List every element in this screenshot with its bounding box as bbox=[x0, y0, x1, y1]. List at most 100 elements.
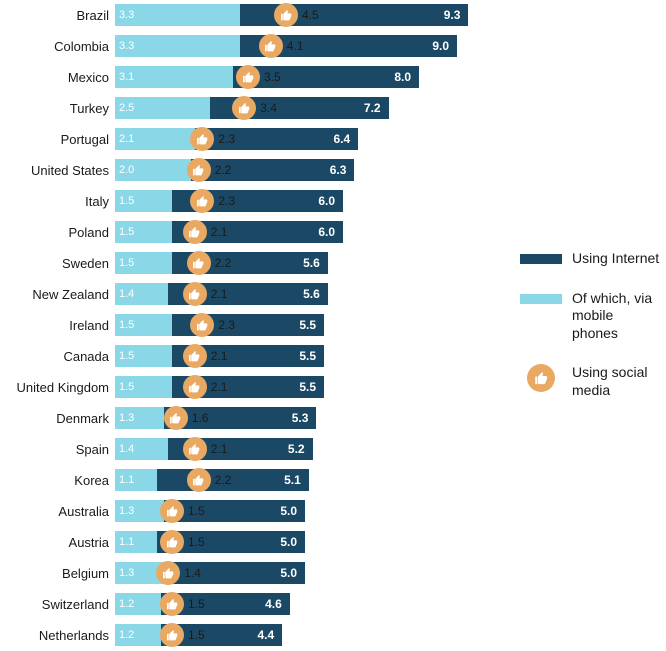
chart-row: United Kingdom5.51.52.1 bbox=[0, 372, 500, 402]
legend-swatch-internet bbox=[520, 254, 562, 264]
country-label: Canada bbox=[0, 349, 115, 364]
thumbs-up-icon bbox=[160, 499, 184, 523]
chart-row: Canada5.51.52.1 bbox=[0, 341, 500, 371]
bar-group: 6.0 1.5 2.3 bbox=[115, 190, 500, 212]
thumbs-up-icon bbox=[187, 158, 211, 182]
bar-group: 5.51.52.3 bbox=[115, 314, 500, 336]
bar-mobile: 1.1 bbox=[115, 531, 157, 553]
thumbs-up-icon bbox=[183, 344, 207, 368]
bar-mobile: 1.5 bbox=[115, 252, 172, 274]
value-social: 1.5 bbox=[188, 500, 205, 522]
value-internet: 4.6 bbox=[265, 593, 282, 615]
bar-group: 9.0 3.3 4.1 bbox=[115, 35, 500, 57]
bar-mobile: 1.2 bbox=[115, 624, 161, 646]
value-internet: 5.6 bbox=[303, 283, 320, 305]
thumbs-up-icon bbox=[187, 468, 211, 492]
value-social: 2.3 bbox=[218, 190, 235, 212]
country-label: Australia bbox=[0, 504, 115, 519]
bar-group: 5.0 1.1 1.5 bbox=[115, 531, 500, 553]
hours-online-bar-chart: Brazil9.33.34.5Colombia9.03.34.1Mexico8.… bbox=[0, 0, 500, 651]
country-label: Turkey bbox=[0, 101, 115, 116]
chart-row: Sweden5.61.52.2 bbox=[0, 248, 500, 278]
bar-group: 5.21.42.1 bbox=[115, 438, 500, 460]
value-social: 1.5 bbox=[188, 531, 205, 553]
bar-group: 5.61.52.2 bbox=[115, 252, 500, 274]
value-mobile: 1.5 bbox=[119, 252, 134, 274]
chart-row: Spain5.21.42.1 bbox=[0, 434, 500, 464]
country-label: Sweden bbox=[0, 256, 115, 271]
value-mobile: 1.3 bbox=[119, 500, 134, 522]
value-internet: 5.2 bbox=[288, 438, 305, 460]
country-label: New Zealand bbox=[0, 287, 115, 302]
value-mobile: 2.1 bbox=[119, 128, 134, 150]
chart-row: Australia 5.0 1.3 1.5 bbox=[0, 496, 500, 526]
chart-row: Ireland5.51.52.3 bbox=[0, 310, 500, 340]
bar-group: 5.5 1.5 2.1 bbox=[115, 376, 500, 398]
value-internet: 8.0 bbox=[394, 66, 411, 88]
country-label: Italy bbox=[0, 194, 115, 209]
chart-row: Colombia9.03.34.1 bbox=[0, 31, 500, 61]
value-social: 4.1 bbox=[287, 35, 304, 57]
value-social: 2.1 bbox=[211, 221, 228, 243]
chart-row: United States6.32.02.2 bbox=[0, 155, 500, 185]
bar-mobile: 2.1 bbox=[115, 128, 195, 150]
value-social: 1.6 bbox=[192, 407, 209, 429]
thumbs-up-icon bbox=[183, 282, 207, 306]
bar-mobile: 1.1 bbox=[115, 469, 157, 491]
chart-row: Switzerland4.61.21.5 bbox=[0, 589, 500, 619]
bar-group: 5.61.42.1 bbox=[115, 283, 500, 305]
value-mobile: 2.5 bbox=[119, 97, 134, 119]
thumbs-up-icon bbox=[236, 65, 260, 89]
bar-mobile: 3.1 bbox=[115, 66, 233, 88]
country-label: Ireland bbox=[0, 318, 115, 333]
bar-mobile: 1.4 bbox=[115, 283, 168, 305]
bar-mobile: 3.3 bbox=[115, 35, 240, 57]
country-label: Portugal bbox=[0, 132, 115, 147]
country-label: United States bbox=[0, 163, 115, 178]
bar-group: 5.3 1.3 1.6 bbox=[115, 407, 500, 429]
bar-mobile: 1.5 bbox=[115, 190, 172, 212]
value-internet: 9.3 bbox=[444, 4, 461, 26]
country-label: Netherlands bbox=[0, 628, 115, 643]
value-internet: 6.4 bbox=[334, 128, 351, 150]
bar-mobile: 1.5 bbox=[115, 376, 172, 398]
value-mobile: 1.4 bbox=[119, 283, 134, 305]
value-internet: 4.4 bbox=[258, 624, 275, 646]
value-social: 2.1 bbox=[211, 376, 228, 398]
value-internet: 5.5 bbox=[299, 314, 316, 336]
value-mobile: 1.5 bbox=[119, 376, 134, 398]
chart-row: Belgium5.01.31.4 bbox=[0, 558, 500, 588]
thumbs-up-icon bbox=[164, 406, 188, 430]
value-mobile: 1.3 bbox=[119, 407, 134, 429]
bar-mobile: 1.3 bbox=[115, 407, 164, 429]
bar-mobile: 2.0 bbox=[115, 159, 191, 181]
country-label: Mexico bbox=[0, 70, 115, 85]
chart-row: Brazil9.33.34.5 bbox=[0, 0, 500, 30]
legend-internet: Using Internet bbox=[520, 250, 660, 268]
value-internet: 5.3 bbox=[292, 407, 309, 429]
thumbs-up-icon bbox=[190, 189, 214, 213]
value-internet: 9.0 bbox=[432, 35, 449, 57]
value-mobile: 1.5 bbox=[119, 190, 134, 212]
legend-label-mobile: Of which, via mobile phones bbox=[572, 290, 660, 343]
thumbs-up-icon bbox=[190, 313, 214, 337]
value-internet: 5.5 bbox=[299, 345, 316, 367]
legend: Using Internet Of which, via mobile phon… bbox=[520, 250, 660, 421]
thumbs-up-icon bbox=[160, 530, 184, 554]
value-internet: 5.5 bbox=[299, 376, 316, 398]
thumbs-up-icon bbox=[527, 364, 555, 392]
thumbs-up-icon bbox=[259, 34, 283, 58]
value-internet: 5.0 bbox=[280, 531, 297, 553]
value-mobile: 3.3 bbox=[119, 4, 134, 26]
bar-group: 5.01.31.4 bbox=[115, 562, 500, 584]
value-social: 2.3 bbox=[218, 128, 235, 150]
country-label: Poland bbox=[0, 225, 115, 240]
value-social: 3.4 bbox=[260, 97, 277, 119]
bar-group: 9.33.34.5 bbox=[115, 4, 500, 26]
value-internet: 6.0 bbox=[318, 190, 335, 212]
bar-mobile: 1.4 bbox=[115, 438, 168, 460]
bar-mobile: 1.3 bbox=[115, 500, 164, 522]
thumbs-up-icon bbox=[183, 220, 207, 244]
chart-row: Poland6.01.52.1 bbox=[0, 217, 500, 247]
value-internet: 5.0 bbox=[280, 500, 297, 522]
